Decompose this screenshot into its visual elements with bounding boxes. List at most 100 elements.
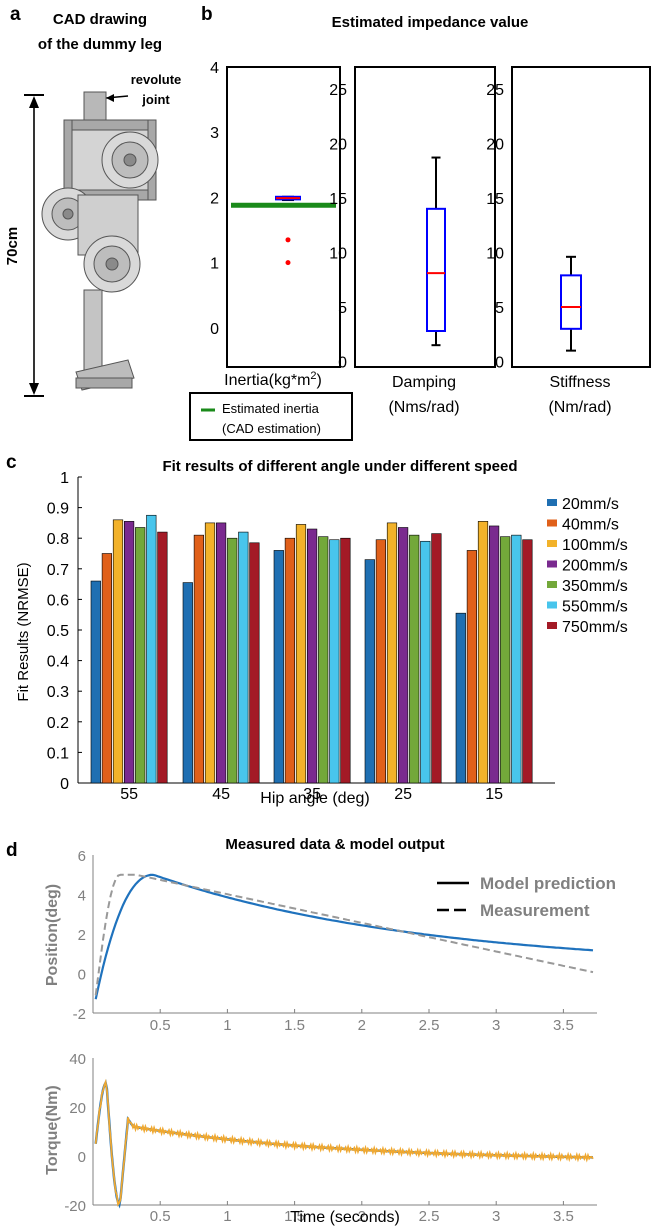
torque-xtick-label: 0.5 (150, 1208, 171, 1225)
bar-chart-title: Fit results of different angle under dif… (162, 458, 517, 475)
joint-label-line2: joint (141, 92, 170, 107)
torque-measurement-line (94, 1078, 594, 1207)
bar-xtick-label: 35 (303, 786, 321, 803)
bar-750mm/s-35 (340, 537, 351, 784)
panel-d-letter: d (6, 840, 18, 861)
bar-550mm/s-15 (511, 534, 522, 784)
bar-xtick-label: 45 (212, 786, 230, 803)
bar-350mm/s-35 (318, 536, 329, 784)
stiffness-ytick-label: 20 (486, 136, 504, 153)
damping-boxplot: 0 5 10 15 20 25 (329, 66, 496, 372)
joint-label-line1: revolute (131, 72, 182, 87)
torque-ylabel: Torque(Nm) (44, 1085, 61, 1174)
position-ytick-label: 0 (78, 967, 86, 984)
bar-350mm/s-15 (500, 536, 511, 784)
legend-swatch-200mm/s (547, 560, 557, 568)
bar-ytick-label: 0.4 (47, 654, 69, 671)
legend-measurement-label: Measurement (480, 901, 590, 920)
stiffness-xlabel-line1: Stiffness (549, 374, 610, 391)
damping-ytick-label: 0 (338, 355, 347, 372)
stiffness-boxplot: 0 5 10 15 20 25 (486, 66, 651, 372)
position-ytick-label: 2 (78, 927, 86, 944)
legend-swatch-20mm/s (547, 499, 557, 506)
inertia-outlier (285, 237, 291, 243)
bar-ytick-label: 0.9 (47, 501, 69, 518)
bar-100mm/s-55 (112, 519, 124, 784)
cad-legend: Estimated inertia (CAD estimation) (189, 392, 353, 441)
panel-c-letter: c (6, 452, 17, 473)
bar-550mm/s-25 (420, 540, 431, 784)
position-xtick-label: 3 (492, 1017, 500, 1034)
torque-ytick-label: -20 (64, 1198, 86, 1215)
torque-xtick-label: 1 (223, 1208, 231, 1225)
bar-20mm/s-25 (364, 559, 375, 784)
bar-40mm/s-55 (101, 553, 112, 784)
inertia-ytick-label: 0 (210, 321, 219, 338)
inertia-ytick-label: 4 (210, 60, 219, 77)
bar-40mm/s-15 (466, 550, 478, 784)
bar-750mm/s-55 (157, 531, 168, 784)
stiffness-ytick-label: 15 (486, 191, 504, 208)
bar-550mm/s-35 (329, 539, 340, 784)
bar-chart-ylabel: Fit Results (NRMSE) (15, 562, 32, 701)
bar-xtick-label: 25 (394, 786, 412, 803)
stiffness-ytick-label: 10 (486, 245, 504, 262)
bar-100mm/s-35 (295, 524, 307, 784)
stiffness-ytick-label: 25 (486, 82, 504, 99)
position-xtick-label: 2 (358, 1017, 366, 1034)
dimension-label: 70cm (4, 227, 21, 265)
position-ytick-label: 6 (78, 848, 86, 865)
legend-label-40mm/s: 40mm/s (562, 517, 619, 534)
bar-xtick-label: 55 (120, 786, 138, 803)
torque-xtick-label: 2.5 (419, 1208, 440, 1225)
damping-ytick-label: 25 (329, 82, 347, 99)
damping-ytick-label: 15 (329, 191, 347, 208)
bar-200mm/s-25 (397, 527, 409, 784)
bar-40mm/s-45 (193, 534, 205, 784)
stiffness-ytick-label: 5 (495, 300, 504, 317)
torque-ytick-label: 40 (69, 1051, 86, 1068)
stiffness-xlabel-line2: (Nm/rad) (548, 399, 611, 416)
position-xtick-label: 1.5 (284, 1017, 305, 1034)
bar-ytick-label: 1 (60, 470, 69, 487)
torque-xtick-label: 2 (358, 1208, 366, 1225)
bar-ytick-label: 0.2 (47, 715, 69, 732)
legend-swatch-40mm/s (547, 519, 557, 527)
bar-350mm/s-25 (409, 534, 420, 784)
position-legend: Model prediction Measurement (437, 874, 616, 920)
bar-ytick-label: 0 (60, 776, 69, 793)
torque-xtick-label: 3.5 (553, 1208, 574, 1225)
legend-label-350mm/s: 350mm/s (562, 578, 628, 595)
torque-model-line (94, 1079, 593, 1209)
inertia-ytick-label: 2 (210, 190, 219, 207)
bar-40mm/s-25 (375, 539, 387, 784)
bar-100mm/s-25 (386, 522, 398, 784)
damping-xlabel-line1: Damping (392, 374, 456, 391)
position-xtick-label: 0.5 (150, 1017, 171, 1034)
damping-ytick-label: 20 (329, 136, 347, 153)
joint-arrowhead (106, 94, 114, 102)
panel-b-letter: b (201, 4, 213, 25)
damping-ytick-label: 10 (329, 245, 347, 262)
bar-100mm/s-45 (204, 522, 216, 784)
panel-a-title-line1: CAD drawing (53, 11, 147, 28)
legend-swatch-350mm/s (547, 581, 557, 588)
bar-ytick-label: 0.6 (47, 592, 69, 609)
torque-xtick-label: 1.5 (284, 1208, 305, 1225)
stiffness-box (560, 274, 582, 330)
bar-20mm/s-45 (182, 582, 193, 784)
damping-ytick-label: 5 (338, 300, 347, 317)
bar-750mm/s-45 (249, 542, 260, 784)
bar-20mm/s-35 (273, 550, 284, 784)
bar-ytick-label: 0.8 (47, 531, 69, 548)
inertia-ytick-label: 3 (210, 125, 219, 142)
bar-750mm/s-25 (431, 533, 442, 784)
bar-750mm/s-15 (522, 539, 533, 784)
position-ytick-label: 4 (78, 888, 86, 905)
stiffness-ytick-label: 0 (495, 355, 504, 372)
position-measurement-line (94, 873, 594, 996)
legend-label-750mm/s: 750mm/s (562, 619, 628, 636)
inertia-ytick-label: 1 (210, 256, 219, 273)
torque-ytick-label: 20 (69, 1100, 86, 1117)
